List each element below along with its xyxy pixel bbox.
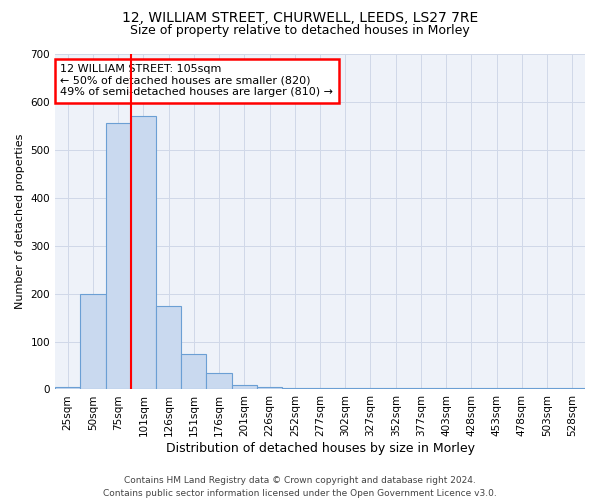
Bar bbox=[409, 388, 434, 390]
Bar bbox=[206, 372, 232, 390]
Bar bbox=[181, 354, 206, 390]
Text: Contains HM Land Registry data © Crown copyright and database right 2024.
Contai: Contains HM Land Registry data © Crown c… bbox=[103, 476, 497, 498]
Bar bbox=[535, 388, 560, 390]
Bar bbox=[560, 388, 585, 390]
Bar bbox=[232, 384, 257, 390]
Bar bbox=[484, 388, 509, 390]
Bar bbox=[131, 116, 156, 390]
Bar bbox=[156, 306, 181, 390]
Text: Size of property relative to detached houses in Morley: Size of property relative to detached ho… bbox=[130, 24, 470, 37]
Bar bbox=[257, 387, 282, 390]
Y-axis label: Number of detached properties: Number of detached properties bbox=[15, 134, 25, 310]
Bar bbox=[509, 388, 535, 390]
Bar bbox=[358, 388, 383, 390]
X-axis label: Distribution of detached houses by size in Morley: Distribution of detached houses by size … bbox=[166, 442, 475, 455]
Bar bbox=[383, 388, 409, 390]
Bar bbox=[80, 294, 106, 390]
Bar bbox=[459, 388, 484, 390]
Text: 12, WILLIAM STREET, CHURWELL, LEEDS, LS27 7RE: 12, WILLIAM STREET, CHURWELL, LEEDS, LS2… bbox=[122, 11, 478, 25]
Bar bbox=[332, 388, 358, 390]
Bar bbox=[106, 124, 131, 390]
Bar bbox=[55, 387, 80, 390]
Bar bbox=[434, 388, 459, 390]
Text: 12 WILLIAM STREET: 105sqm
← 50% of detached houses are smaller (820)
49% of semi: 12 WILLIAM STREET: 105sqm ← 50% of detac… bbox=[61, 64, 334, 98]
Bar bbox=[307, 388, 332, 390]
Bar bbox=[282, 388, 307, 390]
